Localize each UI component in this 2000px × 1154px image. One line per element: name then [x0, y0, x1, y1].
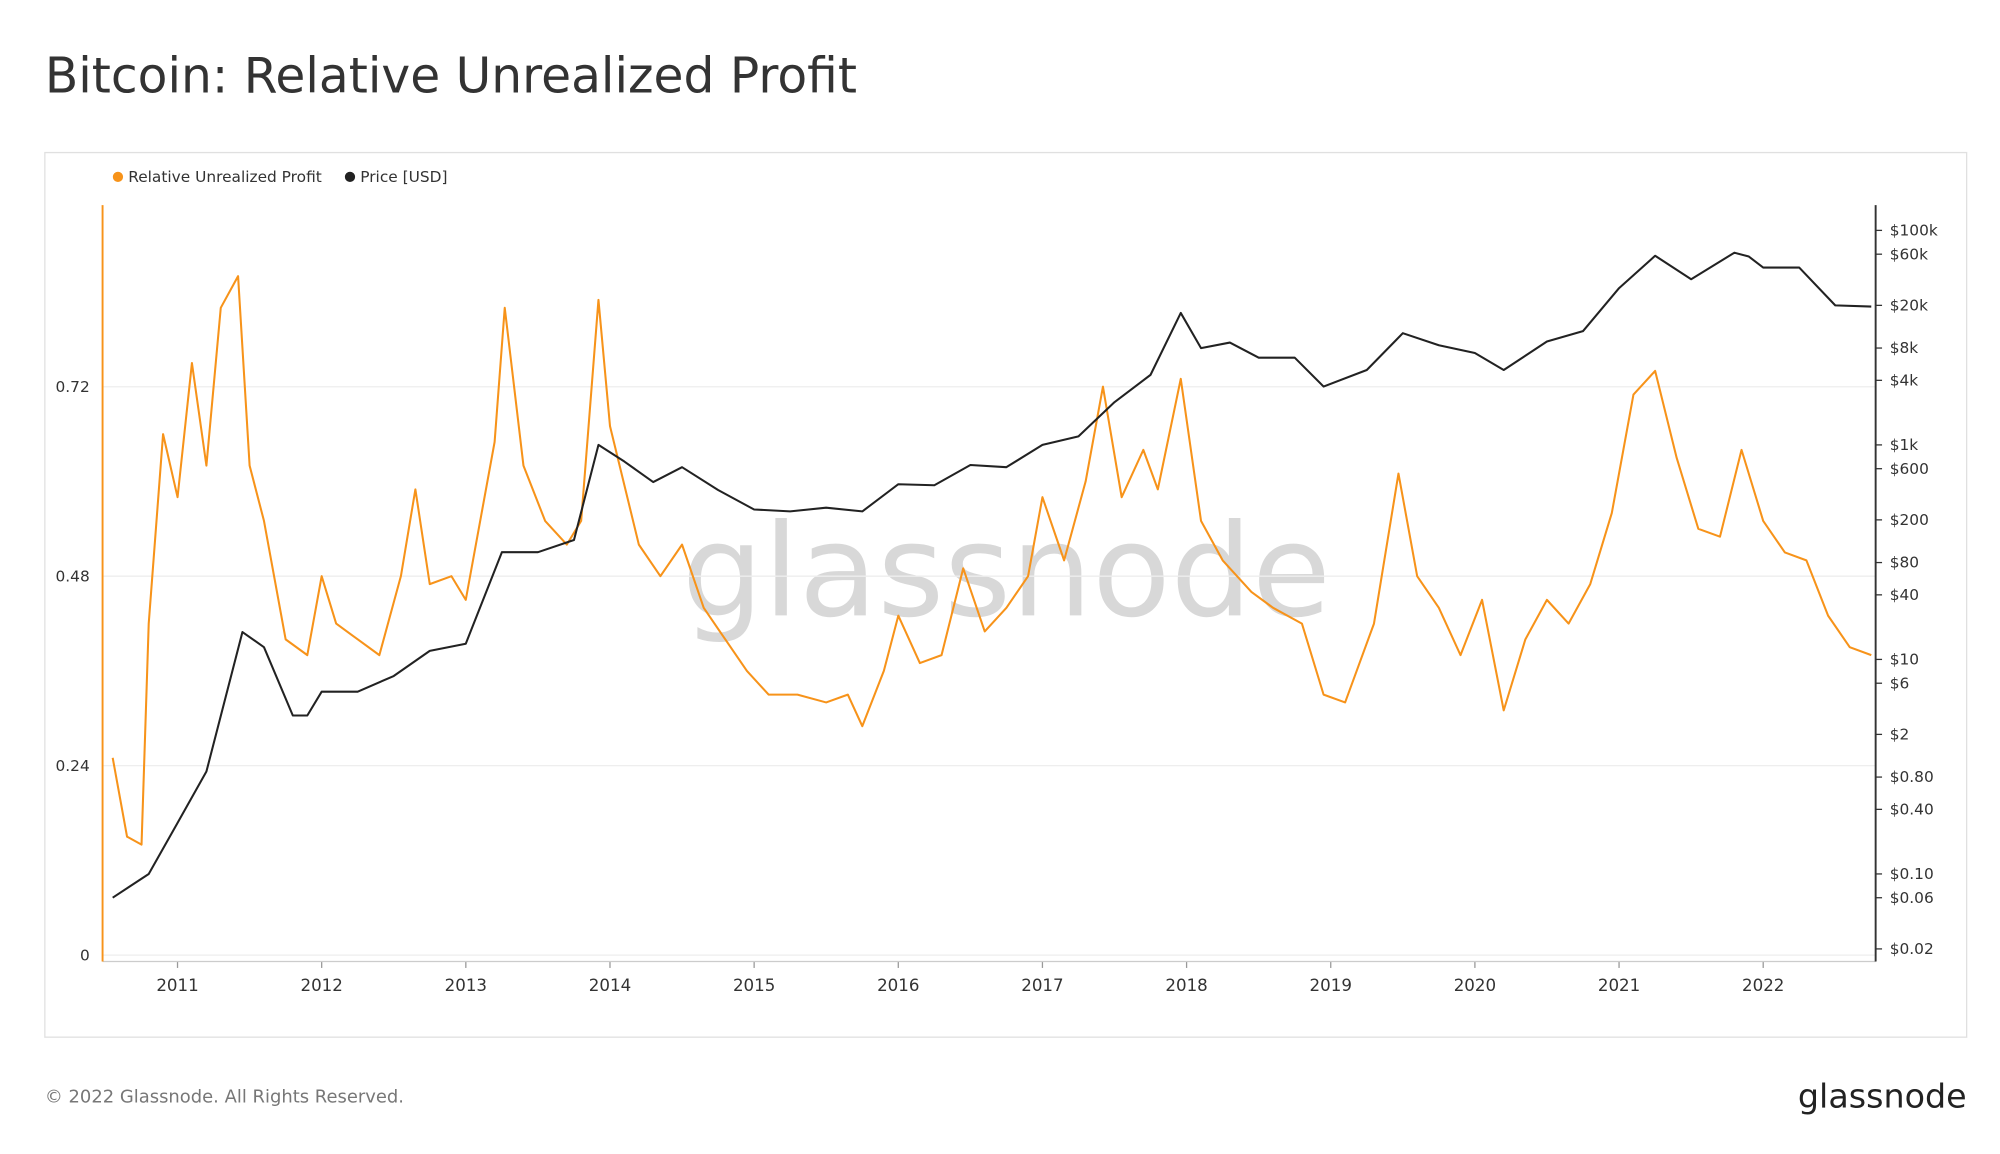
y2-tick-label: $0.02 — [1890, 940, 1934, 958]
x-tick-label: 2014 — [589, 976, 631, 995]
legend-label: Price [USD] — [360, 168, 447, 186]
y2-tick-label: $100k — [1890, 222, 1938, 240]
x-tick-label: 2012 — [300, 976, 342, 995]
y2-tick-label: $0.10 — [1890, 865, 1934, 883]
footer: © 2022 Glassnode. All Rights Reserved. — [45, 1087, 404, 1108]
logo: glassnode — [1798, 1077, 1967, 1116]
watermark: glassnode — [682, 497, 1331, 646]
legend-marker — [112, 171, 124, 183]
series-line — [111, 275, 1872, 846]
legend-marker — [344, 171, 356, 183]
legend-label: Relative Unrealized Profit — [128, 168, 322, 186]
x-tick-label: 2013 — [445, 976, 487, 995]
y2-tick-label: $40 — [1890, 586, 1919, 604]
y-tick-label: 0 — [80, 946, 90, 964]
x-tick-label: 2018 — [1165, 976, 1207, 995]
series-line — [112, 251, 1872, 899]
x-tick-label: 2017 — [1021, 976, 1063, 995]
y2-tick-label: $6 — [1890, 674, 1910, 692]
y2-tick-label: $0.80 — [1890, 768, 1934, 786]
x-tick-label: 2021 — [1598, 976, 1640, 995]
chart-frame — [44, 151, 1968, 1038]
x-tick-label: 2015 — [733, 976, 775, 995]
chart-title: Bitcoin: Relative Unrealized Profit — [45, 48, 857, 104]
x-tick-label: 2011 — [156, 976, 198, 995]
y2-tick-label: $80 — [1890, 554, 1919, 572]
y2-tick-label: $0.06 — [1890, 889, 1934, 907]
y-tick-label: 0.48 — [56, 567, 90, 585]
y2-tick-label: $60k — [1890, 245, 1928, 263]
x-tick-label: 2016 — [877, 976, 919, 995]
y2-tick-label: $4k — [1890, 371, 1919, 389]
y2-tick-label: $0.40 — [1890, 800, 1934, 818]
y2-tick-label: $10 — [1890, 651, 1919, 669]
y2-tick-label: $8k — [1890, 339, 1919, 357]
y2-tick-label: $1k — [1890, 436, 1919, 454]
y2-tick-label: $200 — [1890, 511, 1929, 529]
y2-tick-label: $2 — [1890, 726, 1910, 744]
x-tick-label: 2019 — [1310, 976, 1352, 995]
y2-tick-label: $600 — [1890, 460, 1929, 478]
x-tick-label: 2022 — [1742, 976, 1784, 995]
y-tick-label: 0.72 — [56, 378, 90, 396]
y-tick-label: 0.24 — [56, 757, 90, 775]
y2-tick-label: $20k — [1890, 296, 1928, 314]
x-tick-label: 2020 — [1454, 976, 1496, 995]
